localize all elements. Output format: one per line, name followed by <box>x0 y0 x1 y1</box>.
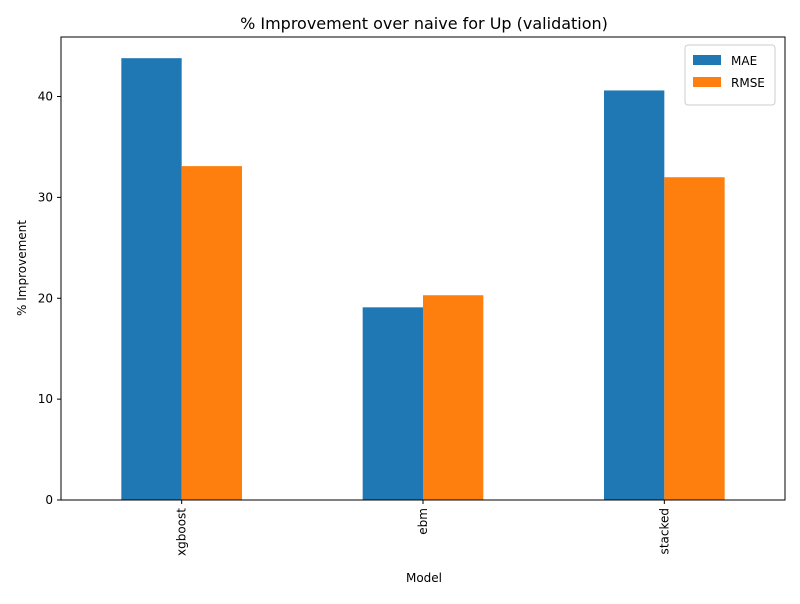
axes-layer: 0 10 20 30 40 xgboost ebm stacked <box>38 36 786 556</box>
y-tick-label: 40 <box>38 90 53 104</box>
legend-swatch-mae <box>693 55 721 65</box>
legend-swatch-rmse <box>693 77 721 87</box>
y-tick-label: 30 <box>38 190 53 204</box>
bar-rmse-stacked <box>664 177 725 500</box>
x-tick-label-stacked: stacked <box>657 508 671 554</box>
bar-rmse-xgboost <box>181 166 242 500</box>
y-tick-label: 20 <box>38 291 53 305</box>
x-axis-label: Model <box>406 571 442 585</box>
bars-layer <box>121 58 725 500</box>
x-tick-label-xgboost: xgboost <box>175 508 189 556</box>
legend-box <box>684 44 776 106</box>
legend: MAE RMSE <box>684 44 776 106</box>
y-tick-label: 0 <box>45 493 53 507</box>
bar-mae-ebm <box>362 307 423 500</box>
plot-frame <box>60 36 786 501</box>
chart-title: % Improvement over naive for Up (validat… <box>240 14 608 33</box>
y-axis-label: % Improvement <box>15 220 29 316</box>
legend-label-mae: MAE <box>731 54 757 68</box>
bar-rmse-ebm <box>423 295 484 500</box>
y-tick-label: 10 <box>38 392 53 406</box>
bar-mae-stacked <box>604 90 665 500</box>
x-tick-label-ebm: ebm <box>416 508 430 535</box>
bar-mae-xgboost <box>121 58 182 500</box>
legend-label-rmse: RMSE <box>731 76 765 90</box>
